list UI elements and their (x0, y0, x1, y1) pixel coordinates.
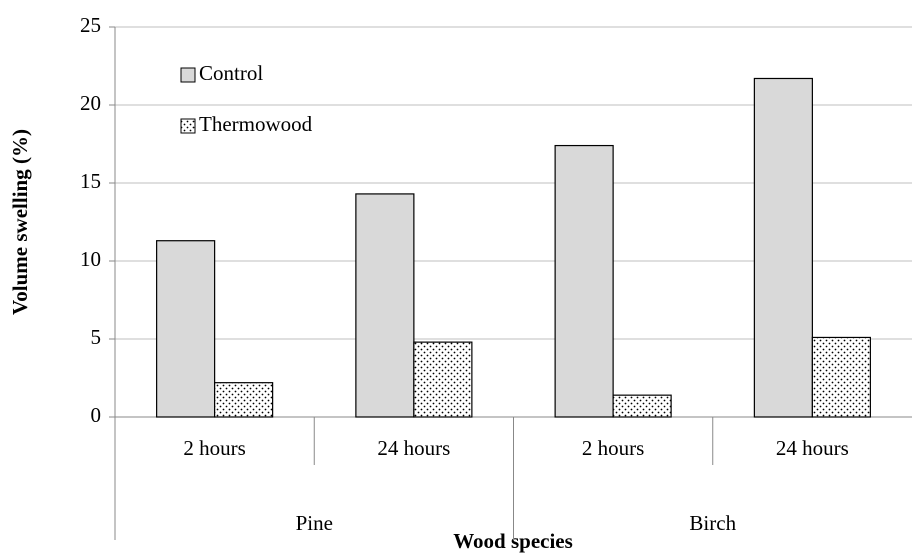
y-axis-label: Volume swelling (%) (8, 129, 32, 315)
x-tick-label: 2 hours (183, 436, 245, 460)
y-tick-label: 25 (80, 13, 101, 37)
bar (554, 144, 614, 418)
x-tick-label: 24 hours (377, 436, 450, 460)
x-tick-label: 2 hours (582, 436, 644, 460)
bar (355, 193, 415, 418)
y-tick-label: 5 (91, 325, 102, 349)
y-tick-label: 15 (80, 169, 101, 193)
legend-label: Thermowood (199, 112, 313, 136)
bar (811, 336, 871, 418)
legend-label: Control (199, 61, 263, 85)
legend-swatch (180, 118, 196, 134)
bar (413, 341, 473, 418)
bar (612, 394, 672, 418)
category-group-label: Pine (296, 511, 333, 535)
y-tick-label: 20 (80, 91, 101, 115)
legend-swatch (180, 67, 196, 83)
bar (753, 77, 813, 418)
x-tick-label: 24 hours (776, 436, 849, 460)
bar (156, 240, 216, 418)
category-group-label: Birch (689, 511, 736, 535)
y-tick-label: 0 (91, 403, 102, 427)
bar (214, 382, 274, 418)
y-tick-label: 10 (80, 247, 101, 271)
